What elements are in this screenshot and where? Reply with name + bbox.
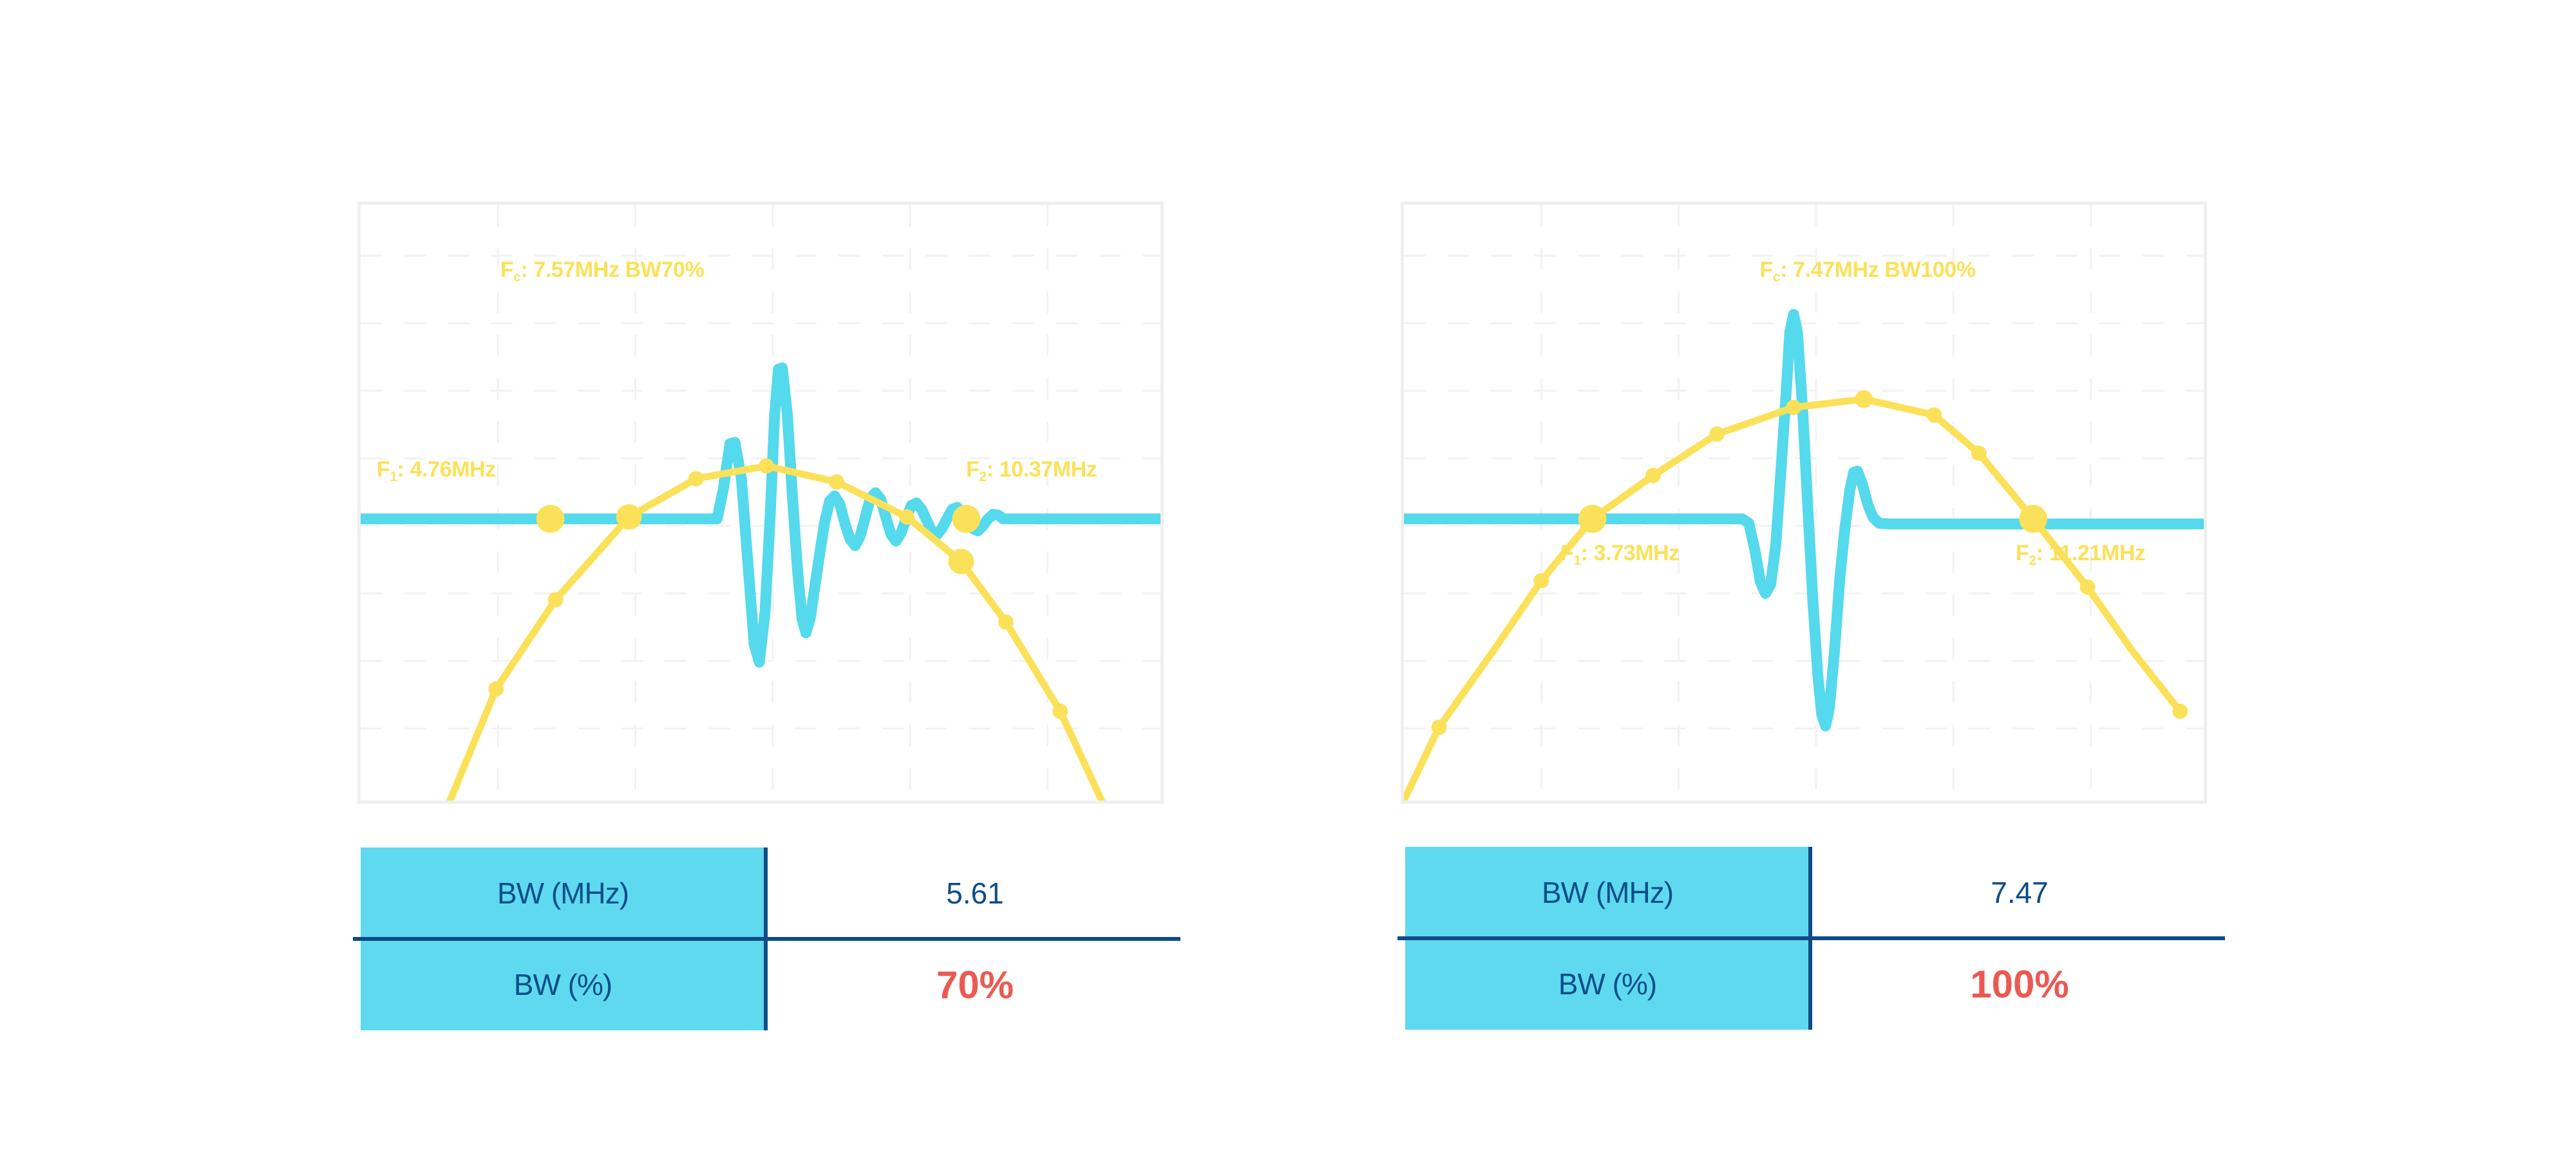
bw-percent-label-left: BW (%) [361, 939, 765, 1030]
bw-percent-label-right: BW (%) [1405, 938, 1810, 1030]
label-f2-right: F2: 11.21MHz [2016, 541, 2146, 568]
label-center-frequency-left: Fc: 7.57MHz BW70% [500, 258, 705, 285]
label-center-text-right: : 7.47MHz BW100% [1780, 258, 1976, 282]
label-center-prefix-left: F [500, 258, 514, 282]
bw-mhz-label-right: BW (MHz) [1405, 847, 1810, 938]
pulse-trace-right [1404, 308, 2204, 732]
chart-left-plot [361, 205, 1160, 800]
table-row: 70% [769, 939, 1181, 1030]
panel-left: Fc: 7.57MHz BW70% F1: 4.76MHz F2: 10.37M… [353, 202, 1181, 1030]
label-f1-sub-right: 1 [1573, 553, 1581, 568]
table-row: BW (MHz) [361, 847, 765, 939]
label-f2-sub-left: 2 [979, 469, 987, 484]
table-layer-right: BW (MHz) BW (%) 7.47 100% [1288, 0, 2576, 1154]
table-row: BW (MHz) [1405, 847, 1810, 938]
chart-right-frame [1401, 202, 2207, 804]
label-center-text-left: : 7.57MHz BW70% [520, 258, 705, 282]
label-center-sub-right: c [1772, 270, 1781, 285]
label-f2-sub-right: 2 [2029, 553, 2036, 568]
bw-values-left: 5.61 70% [769, 847, 1181, 1030]
table-col-divider-right [1808, 847, 1812, 1030]
label-f1-right: F1: 3.73MHz [1560, 541, 1680, 568]
table-row: BW (%) [361, 939, 765, 1030]
chart-right-plot [1404, 205, 2204, 800]
bw-table-right: BW (MHz) BW (%) [1405, 847, 1810, 1030]
label-f1-prefix-right: F [1560, 541, 1574, 565]
bw-mhz-label-left: BW (MHz) [361, 847, 765, 939]
label-f1-text-right: : 3.73MHz [1580, 541, 1680, 565]
label-f1-sub-left: 1 [390, 469, 397, 484]
label-f2-text-left: : 10.37MHz [986, 457, 1097, 482]
table-row: 7.47 [1814, 847, 2226, 938]
label-f2-left: F2: 10.37MHz [966, 457, 1097, 484]
table-layer-left: BW (MHz) BW (%) 5.61 70% [353, 847, 1181, 1030]
bw-mhz-value-right: 7.47 [1814, 847, 2226, 938]
label-center-sub-left: c [513, 270, 521, 285]
label-f2-text-right: : 11.21MHz [2036, 541, 2146, 565]
bw-mhz-value-left: 5.61 [769, 847, 1181, 939]
spectrum-markers-right [1431, 390, 2188, 735]
label-f1-left: F1: 4.76MHz [377, 457, 497, 484]
bw-percent-value-right: 100% [1814, 938, 2226, 1030]
label-f2-prefix-left: F [966, 457, 980, 482]
bw-values-right: 7.47 100% [1814, 847, 2226, 1030]
table-row: 5.61 [769, 847, 1181, 939]
label-f1-text-left: : 4.76MHz [397, 457, 497, 482]
label-center-prefix-right: F [1759, 258, 1773, 282]
table-row: 100% [1814, 938, 2226, 1030]
table-row: BW (%) [1405, 938, 1810, 1030]
spectrum-markers-left [488, 458, 1068, 719]
label-f1-prefix-left: F [377, 457, 390, 482]
chart-left-frame [357, 202, 1164, 804]
label-f2-prefix-right: F [2016, 541, 2029, 565]
bandwidth-markers-left [536, 504, 981, 533]
table-col-divider-left [764, 847, 768, 1030]
spectrum-trace-left [446, 462, 1106, 800]
panel-right: Fc: 7.47MHz BW100% F1: 3.73MHz F2: 11.21… [1288, 0, 2576, 1154]
bw-table-left: BW (MHz) BW (%) [361, 847, 765, 1030]
bw-percent-value-left: 70% [769, 939, 1181, 1030]
label-center-frequency-right: Fc: 7.47MHz BW100% [1759, 258, 1976, 285]
